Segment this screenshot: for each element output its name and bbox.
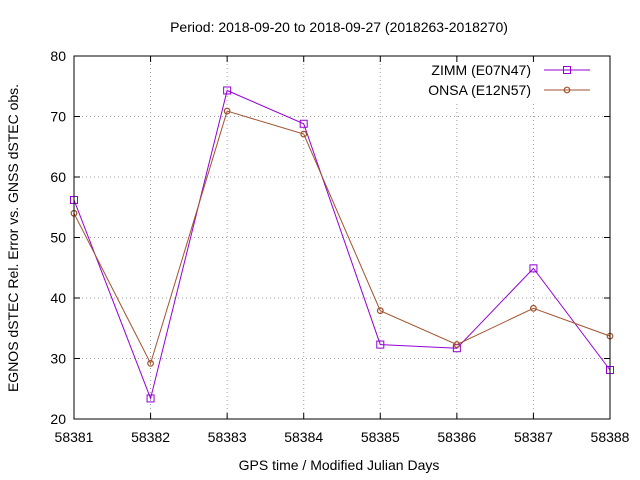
legend-marker-onsa (563, 86, 571, 94)
legend-label-onsa: ONSA (E12N57) (428, 82, 531, 98)
data-point-onsa (147, 359, 154, 367)
y-tick-label: 20 (50, 411, 66, 427)
x-tick-label: 58385 (361, 429, 400, 445)
legend-label-zimm: ZIMM (E07N47) (431, 62, 531, 78)
data-point-onsa (223, 107, 231, 115)
y-tick-label: 60 (50, 169, 66, 185)
legend-marker-zimm (563, 66, 571, 74)
series-line-onsa (73, 110, 611, 365)
data-point-zimm (376, 340, 385, 349)
y-axis-title: EGNOS dSTEC Rel. Error vs. GNSS dSTEC ob… (5, 84, 21, 392)
x-tick-label: 58386 (437, 429, 476, 445)
y-tick-label: 70 (50, 109, 66, 125)
y-tick-label: 30 (50, 351, 66, 367)
x-tick-label: 58381 (55, 429, 94, 445)
data-point-zimm (223, 86, 232, 95)
data-point-onsa (530, 304, 537, 312)
data-point-zimm (529, 264, 538, 273)
data-point-zimm (146, 394, 155, 403)
grid (74, 56, 610, 419)
data-point-onsa (300, 130, 308, 138)
data-point-zimm (299, 119, 308, 128)
y-tick-label: 80 (50, 48, 66, 64)
chart-title: Period: 2018-09-20 to 2018-09-27 (201826… (170, 19, 508, 35)
y-tick-label: 50 (50, 230, 66, 246)
plot-series (70, 86, 614, 403)
x-tick-label: 58387 (514, 429, 553, 445)
legend: ZIMM (E07N47) ONSA (E12N57) (428, 62, 590, 98)
y-tick-label: 40 (50, 290, 66, 306)
plot-frame (73, 55, 611, 420)
series-line-zimm (73, 89, 611, 401)
data-point-onsa (453, 341, 461, 348)
series-zimm (70, 86, 614, 403)
x-tick-label: 58383 (208, 429, 247, 445)
x-axis-title: GPS time / Modified Julian Days (239, 457, 440, 473)
data-point-onsa (376, 307, 384, 315)
x-tick-label: 58384 (284, 429, 323, 445)
x-tick-label: 58382 (131, 429, 170, 445)
x-tick-label: 58388 (591, 429, 630, 445)
legend-mask (405, 58, 608, 104)
legend-background (405, 58, 608, 104)
axis-ticks: 20 30 40 50 60 70 80 58381 58382 58383 58384 58385 5… (50, 48, 629, 445)
